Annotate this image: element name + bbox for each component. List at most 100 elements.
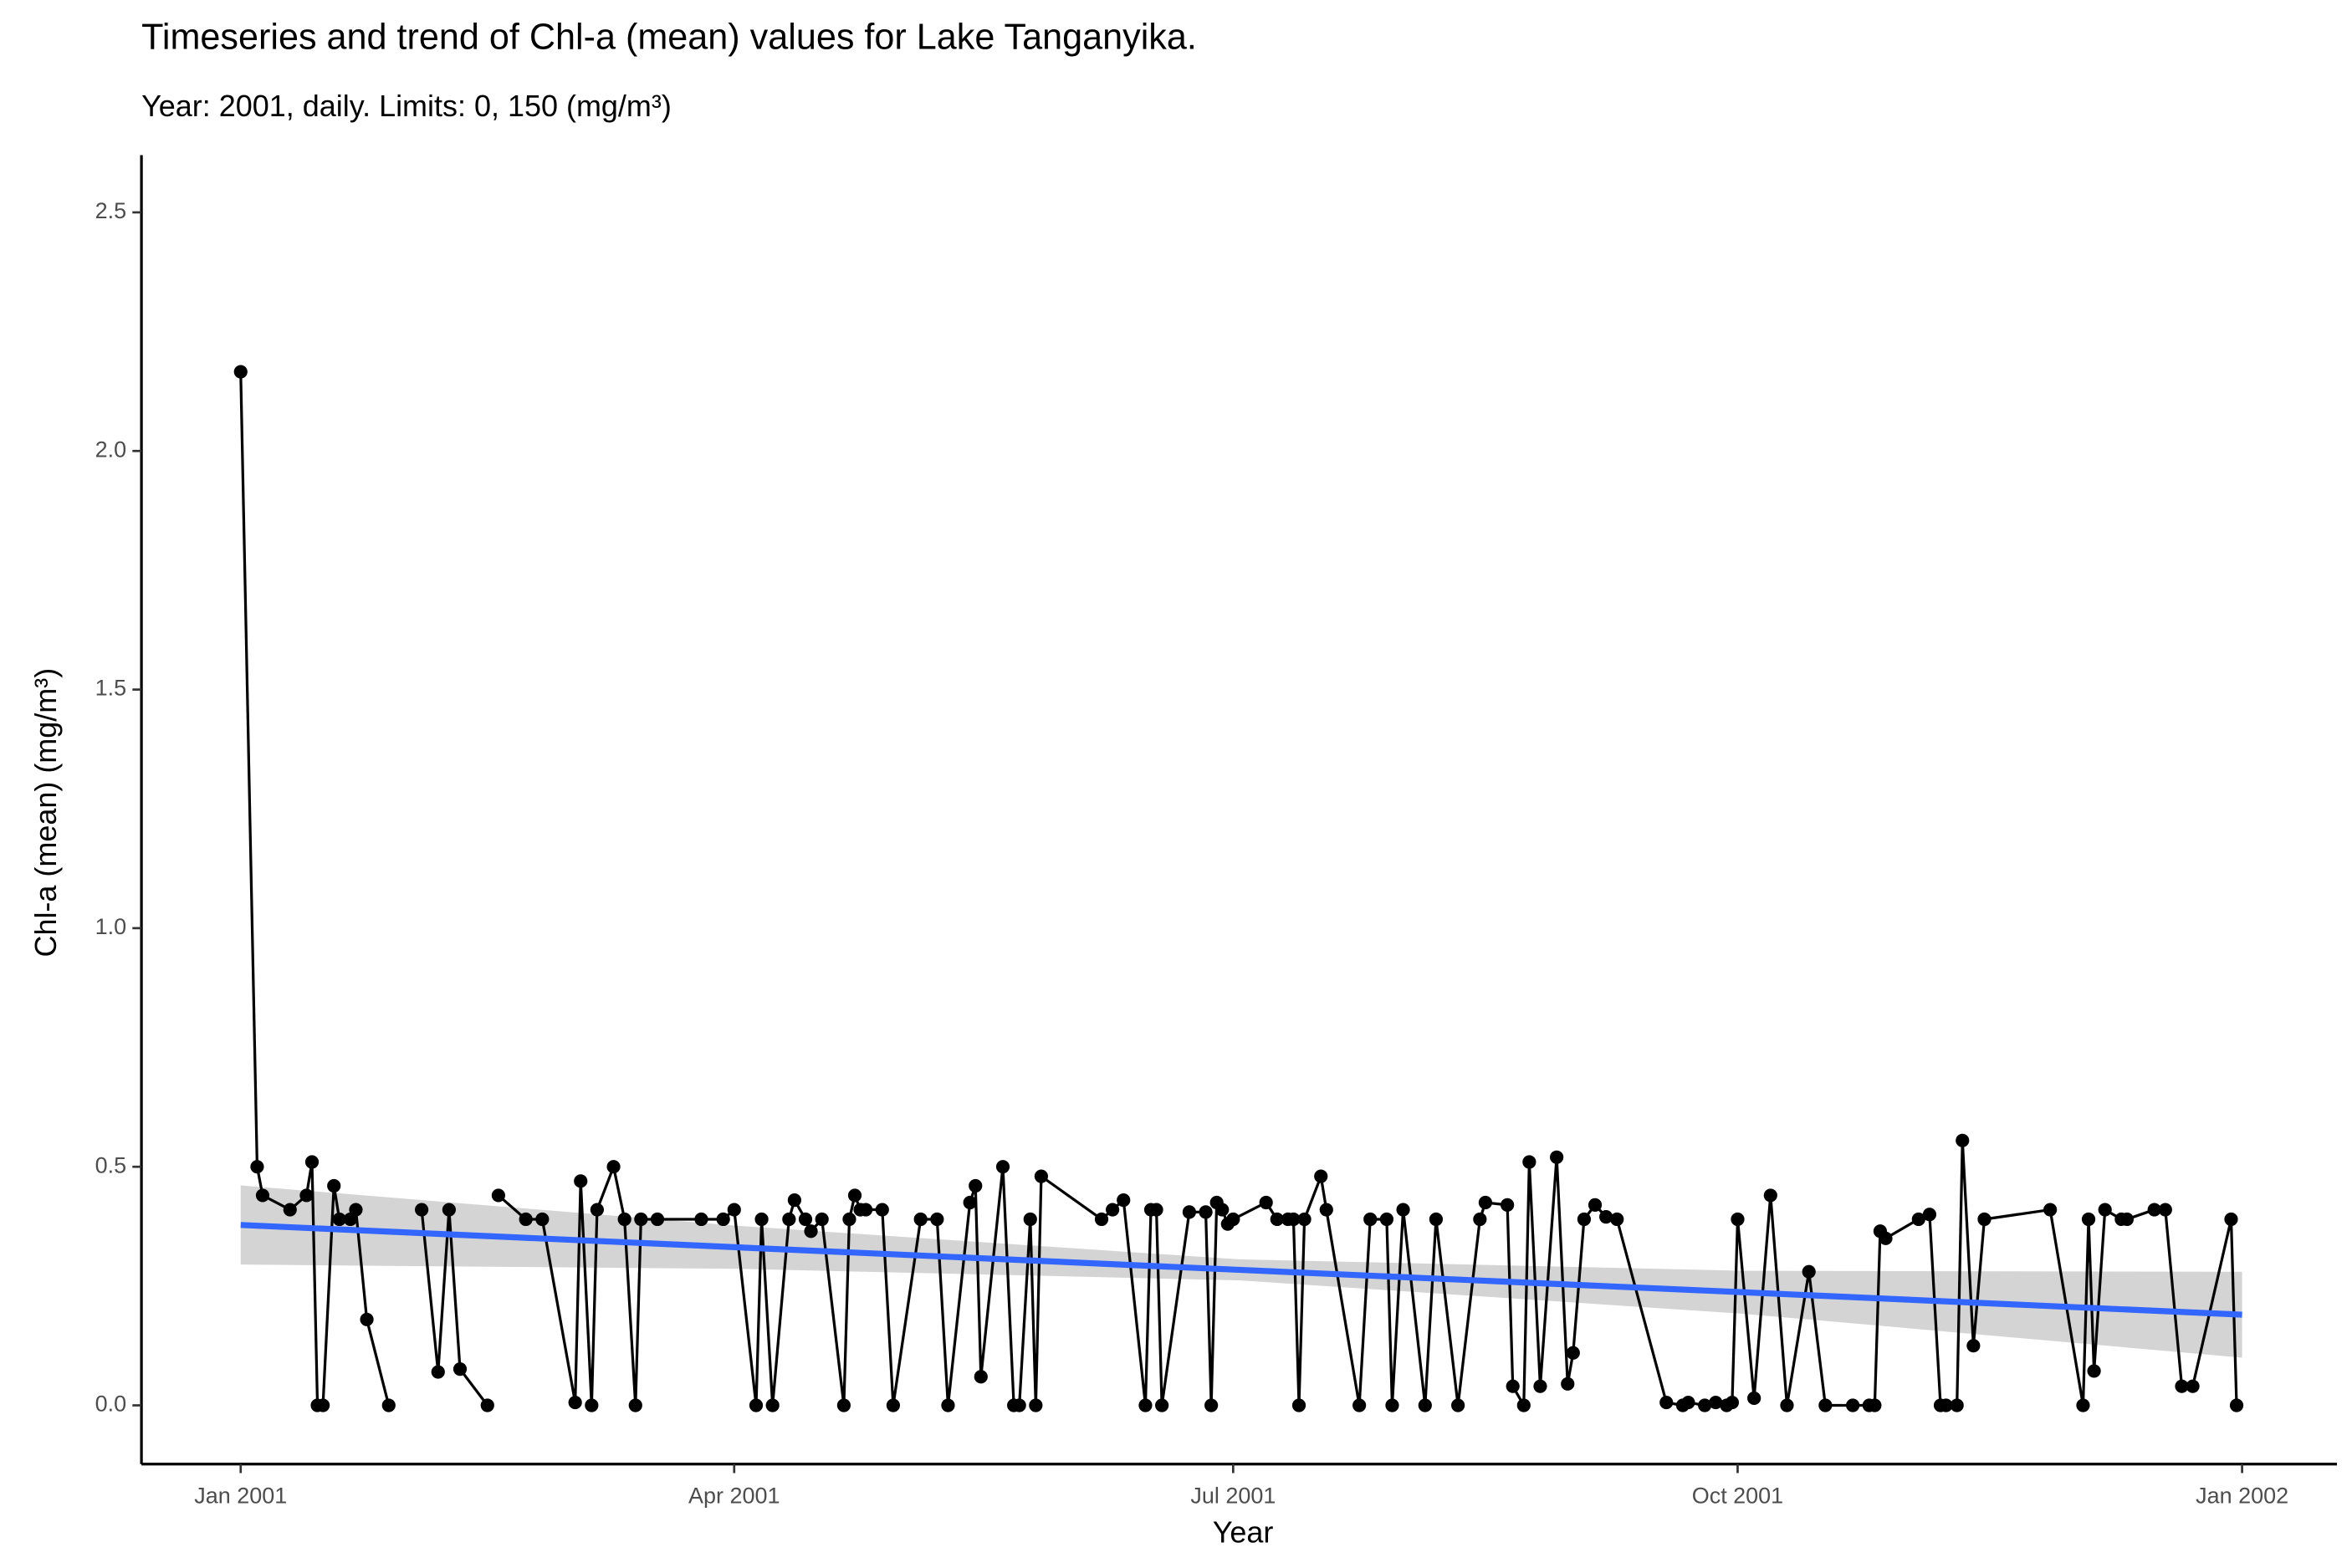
data-point [1588, 1198, 1603, 1212]
data-point [327, 1178, 341, 1193]
data-point [1215, 1203, 1230, 1217]
data-point [617, 1212, 631, 1227]
y-tick-label: 1.5 [95, 676, 127, 701]
data-point [1204, 1398, 1219, 1412]
data-point [2081, 1212, 2096, 1227]
data-point [1950, 1398, 1964, 1412]
data-point [2119, 1212, 2135, 1227]
data-point [1012, 1398, 1026, 1412]
data-point [1034, 1169, 1048, 1183]
chart-subtitle: Year: 2001, daily. Limits: 0, 150 (mg/m³… [141, 89, 672, 123]
data-point [1911, 1212, 1925, 1227]
data-point [1182, 1205, 1197, 1219]
y-tick-label: 1.0 [95, 914, 127, 939]
data-point [749, 1398, 764, 1412]
y-tick-label: 2.5 [95, 198, 127, 223]
data-point [1429, 1212, 1444, 1227]
data-point [1550, 1150, 1564, 1164]
data-point [634, 1212, 648, 1227]
data-point [1023, 1212, 1037, 1227]
data-point [2147, 1203, 2161, 1217]
data-point [716, 1212, 730, 1227]
data-point [836, 1398, 851, 1412]
data-point [963, 1195, 977, 1210]
data-point [694, 1212, 708, 1227]
data-point [2186, 1379, 2200, 1393]
data-point [299, 1188, 314, 1203]
data-point [1780, 1398, 1794, 1412]
data-point [1577, 1212, 1592, 1227]
x-tick-label: Apr 2001 [688, 1483, 780, 1508]
data-point [316, 1398, 330, 1412]
data-point [1199, 1205, 1213, 1219]
data-point [1226, 1212, 1240, 1227]
data-point [941, 1398, 955, 1412]
data-point [847, 1188, 862, 1203]
data-point [332, 1212, 346, 1227]
data-point [886, 1398, 900, 1412]
data-point [1138, 1398, 1153, 1412]
data-point [815, 1212, 829, 1227]
data-point [442, 1203, 456, 1217]
data-point [519, 1212, 533, 1227]
data-point [995, 1160, 1010, 1174]
data-point [1396, 1203, 1410, 1217]
data-point [1763, 1188, 1777, 1203]
x-axis-title: Year [1213, 1515, 1274, 1550]
data-point [1106, 1203, 1120, 1217]
data-point [1270, 1212, 1284, 1227]
data-point [2043, 1203, 2058, 1217]
data-point [250, 1160, 264, 1174]
data-point [1747, 1391, 1761, 1406]
data-point [283, 1203, 297, 1217]
data-point [1939, 1398, 1953, 1412]
data-point [2087, 1364, 2101, 1378]
data-point [431, 1365, 445, 1379]
data-point [2229, 1398, 2244, 1412]
data-point [782, 1212, 796, 1227]
data-point [859, 1203, 873, 1217]
data-point [1363, 1212, 1378, 1227]
data-point [304, 1155, 320, 1169]
data-point [1725, 1395, 1740, 1410]
data-point [1956, 1133, 1970, 1147]
data-point [2224, 1212, 2238, 1227]
data-point [787, 1193, 801, 1208]
data-point [1977, 1212, 1992, 1227]
data-point [585, 1398, 599, 1412]
data-point [875, 1203, 889, 1217]
data-point [1501, 1198, 1515, 1212]
x-tick-label: Jan 2001 [194, 1483, 287, 1508]
data-point [574, 1174, 588, 1188]
data-point [930, 1212, 944, 1227]
data-point [1451, 1398, 1465, 1412]
data-point [1385, 1398, 1399, 1412]
data-point [1566, 1346, 1580, 1360]
data-point [727, 1203, 741, 1217]
data-point [2098, 1203, 2112, 1217]
data-point [1731, 1212, 1745, 1227]
data-point [913, 1212, 928, 1227]
data-point [1846, 1398, 1860, 1412]
trend-line [240, 1222, 2242, 1318]
data-point [2158, 1203, 2172, 1217]
data-point [2076, 1398, 2090, 1412]
data-point [415, 1203, 429, 1217]
data-point [590, 1203, 604, 1217]
data-point [1599, 1210, 1613, 1224]
data-point [1352, 1398, 1367, 1412]
data-point [491, 1188, 505, 1203]
data-point [1314, 1169, 1328, 1183]
data-point [1155, 1398, 1169, 1412]
data-point [1259, 1195, 1273, 1210]
data-point [349, 1203, 363, 1217]
data-point [1610, 1212, 1624, 1227]
x-tick-label: Oct 2001 [1692, 1483, 1783, 1508]
data-point [1117, 1193, 1131, 1208]
data-point [1473, 1212, 1487, 1227]
data-point [842, 1212, 856, 1227]
data-point [1922, 1208, 1937, 1222]
y-tick-label: 2.0 [95, 437, 127, 462]
